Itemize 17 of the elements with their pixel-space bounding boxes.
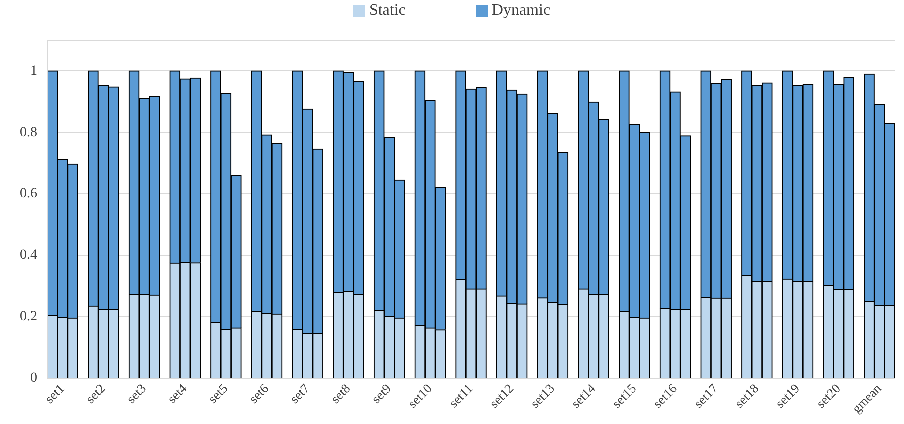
- y-tick-label: 0.2: [20, 310, 38, 325]
- x-tick-label: set9: [368, 380, 394, 406]
- legend-label: Static: [369, 2, 406, 20]
- x-tick-label: set4: [164, 380, 190, 406]
- y-tick-label: 0.4: [20, 248, 38, 264]
- y-tick-label: 1: [30, 64, 38, 79]
- y-tick-label: 0.8: [20, 125, 38, 140]
- y-tick-label: 0.6: [20, 186, 38, 202]
- x-tick-label: set2: [82, 380, 108, 406]
- x-tick-label: set7: [287, 380, 313, 406]
- x-tick-label: set5: [205, 380, 231, 406]
- x-tick-label: set3: [124, 380, 150, 406]
- x-tick-label: set6: [246, 380, 272, 406]
- x-tick-label: set1: [42, 380, 68, 406]
- y-tick-label: 0: [30, 371, 38, 386]
- x-tick-label: set8: [328, 380, 354, 406]
- legend-label: Dynamic: [492, 2, 551, 20]
